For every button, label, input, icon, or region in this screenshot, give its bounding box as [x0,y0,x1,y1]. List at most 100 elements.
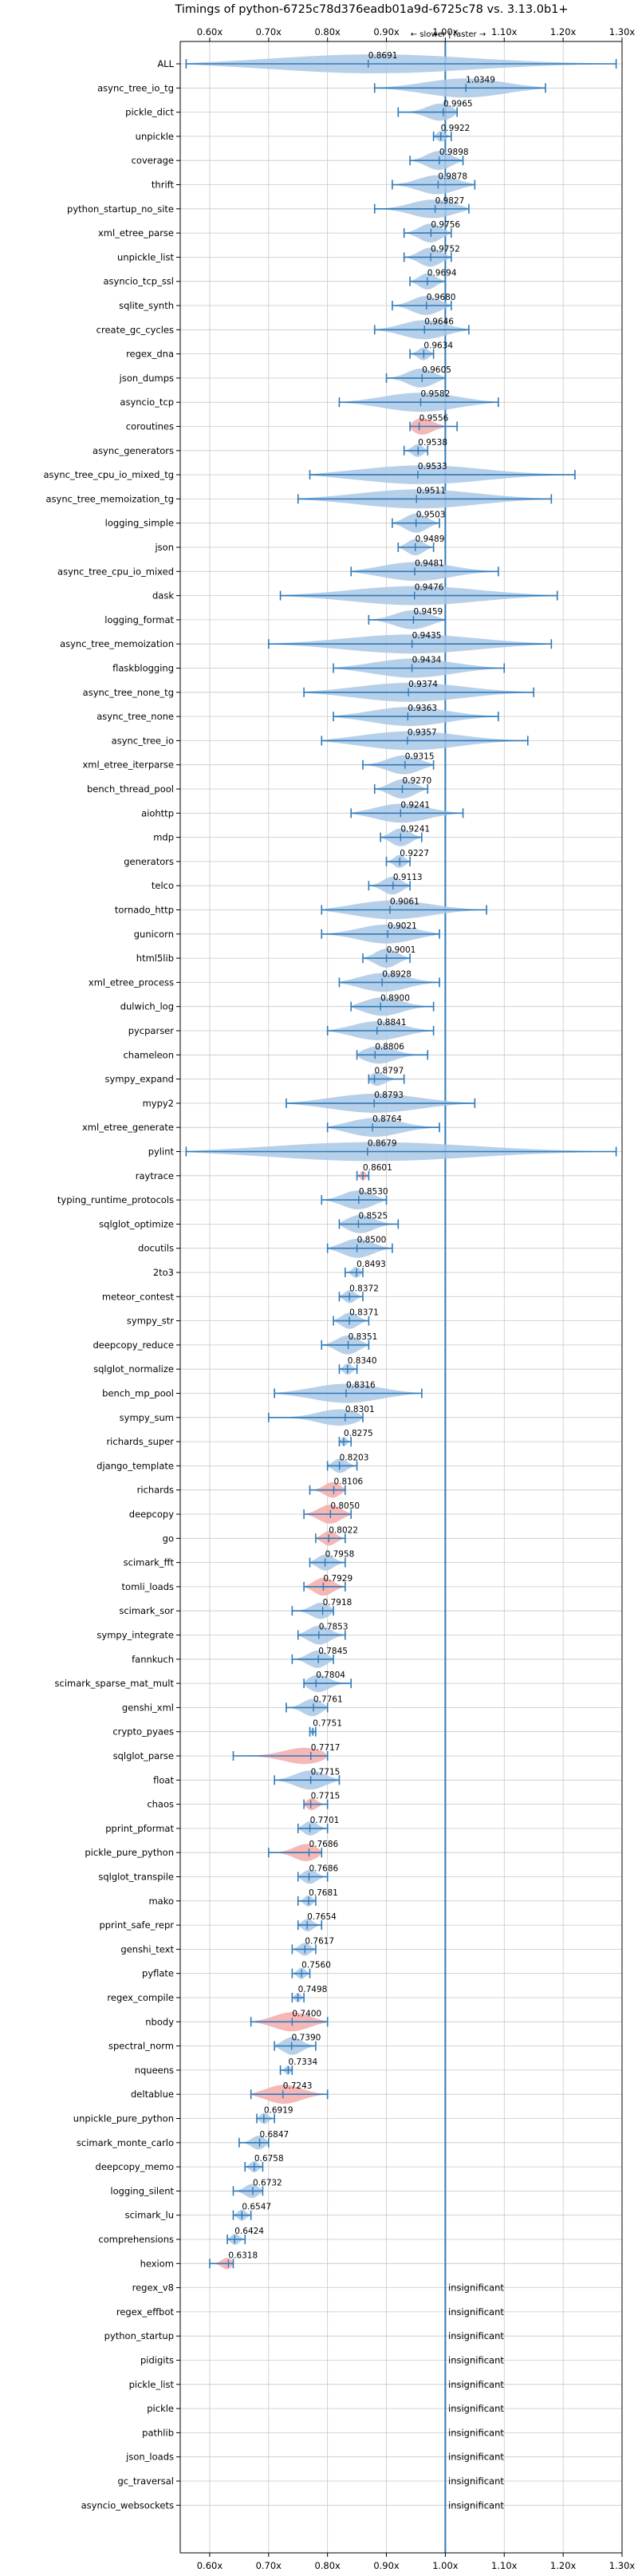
benchmark-name: chaos [147,1799,174,1810]
median-label: 0.6318 [228,2251,258,2260]
median-label: 0.9489 [415,535,445,544]
median-label: 0.7853 [319,1623,349,1632]
median-label: 0.8679 [368,1139,397,1149]
median-label: 0.9922 [441,124,471,133]
benchmark-name: mypy2 [143,1098,174,1109]
benchmark-name: deepcopy_reduce [93,1339,174,1351]
median-label: 0.9459 [413,607,443,617]
median-label: 0.8841 [377,1018,407,1028]
median-label: 0.8764 [372,1114,402,1124]
median-label: 0.6847 [259,2130,289,2140]
insignificant-label: insignificant [448,2282,504,2294]
median-label: 0.9476 [415,583,444,593]
benchmark-name: genshi_xml [122,1702,174,1713]
benchmark-name: 2to3 [153,1267,174,1278]
median-label: 0.9556 [419,414,449,424]
median-label: 0.9538 [418,438,447,448]
benchmark-name: asyncio_tcp [120,396,174,408]
benchmark-name: gc_traversal [118,2475,175,2487]
median-label: 0.9315 [405,752,435,762]
median-label: 0.8022 [329,1525,358,1535]
benchmark-name: chameleon [123,1049,174,1060]
benchmark-name: logging_simple [105,518,174,529]
benchmark-name: fannkuch [132,1654,174,1665]
insignificant-label: insignificant [448,2306,504,2318]
median-label: 0.9965 [443,100,473,109]
median-label: 0.8793 [374,1091,404,1100]
median-label: 0.8106 [333,1477,363,1487]
x-tick-label-top: 0.90x [373,26,400,37]
benchmark-name: async_tree_io [112,735,174,746]
benchmark-name: deltablue [131,2089,174,2100]
insignificant-label: insignificant [448,2499,504,2511]
benchmark-name: scimark_fft [124,1557,175,1568]
benchmark-name: flaskblogging [112,663,174,674]
median-label: 0.9503 [416,511,446,520]
median-label: 1.0349 [466,75,495,85]
x-tick-label-top: 1.10x [491,26,518,37]
benchmark-name: hexiom [140,2258,174,2269]
benchmark-name: python_startup [104,2330,174,2341]
x-tick-label-top: 1.30x [609,26,636,37]
benchmark-name: logging_format [104,614,174,625]
median-label: 0.7918 [323,1598,352,1608]
benchmark-name: telco [152,880,174,891]
benchmark-name: sqlglot_parse [113,1750,174,1761]
benchmark-name: bench_thread_pool [87,783,174,795]
benchmark-name: generators [124,856,174,867]
insignificant-label: insignificant [448,2330,504,2341]
x-tick-label-top: 1.20x [550,26,577,37]
benchmark-name: html5lib [136,953,174,964]
median-label: 0.7334 [288,2057,317,2067]
median-label: 0.8601 [363,1163,392,1173]
benchmark-name: dulwich_log [120,1001,174,1012]
benchmark-name: sqlglot_optimize [99,1218,174,1229]
median-label: 0.7958 [325,1550,355,1560]
median-label: 0.9634 [423,341,453,351]
median-label: 0.7715 [311,1792,341,1801]
median-label: 0.9680 [427,293,456,302]
median-label: 0.6919 [264,2106,293,2116]
median-label: 0.8691 [368,51,398,61]
benchmark-name: regex_compile [107,1992,174,2003]
benchmark-name: regex_v8 [132,2282,174,2294]
x-tick-label-top: 0.70x [256,26,282,37]
benchmark-name: async_tree_cpu_io_mixed [57,566,174,577]
median-label: 0.9363 [408,704,437,713]
median-label: 0.9357 [408,728,437,737]
benchmark-name: typing_runtime_protocols [57,1194,174,1205]
benchmark-name: raytrace [136,1170,174,1181]
benchmark-name: pickle_pure_python [85,1847,174,1858]
median-label: 0.7929 [323,1574,352,1584]
benchmark-name: async_tree_memoization_tg [46,493,174,504]
benchmark-name: unpickle_pure_python [73,2113,174,2124]
direction-label: ← slower | faster → [411,30,486,39]
benchmark-name: xml_etree_process [89,976,174,988]
median-label: 0.9001 [387,945,416,955]
benchmark-name: sqlglot_normalize [93,1363,174,1375]
median-label: 0.7804 [316,1671,345,1680]
benchmark-name: pprint_safe_repr [99,1919,174,1931]
median-label: 0.8372 [349,1284,379,1293]
insignificant-label: insignificant [448,2403,504,2414]
median-label: 0.8806 [375,1042,404,1051]
median-label: 0.8797 [375,1067,404,1076]
x-tick-label-bottom: 0.80x [314,2560,341,2571]
median-label: 0.7686 [309,1840,338,1849]
benchmark-name: deepcopy [129,1509,174,1520]
median-label: 0.7701 [310,1816,340,1825]
median-label: 0.8900 [380,994,410,1004]
median-label: 0.8275 [344,1429,373,1438]
x-tick-label-bottom: 1.30x [609,2560,636,2571]
median-label: 0.9241 [400,825,430,834]
benchmark-name: json [154,542,174,553]
median-label: 0.9646 [424,317,454,326]
benchmark-name: pidigits [140,2355,174,2366]
median-label: 0.8530 [359,1187,388,1197]
median-label: 0.8500 [357,1236,387,1245]
median-label: 0.7845 [318,1647,348,1656]
benchmark-name: ALL [157,58,174,69]
benchmark-name: async_tree_cpu_io_mixed_tg [43,469,174,480]
label-layer: 0.60x 0.60x 0.70x 0.70x 0.80x 0.80x 0.90x 0.90x… [43,26,635,2571]
x-tick-label-bottom: 1.10x [491,2560,518,2571]
